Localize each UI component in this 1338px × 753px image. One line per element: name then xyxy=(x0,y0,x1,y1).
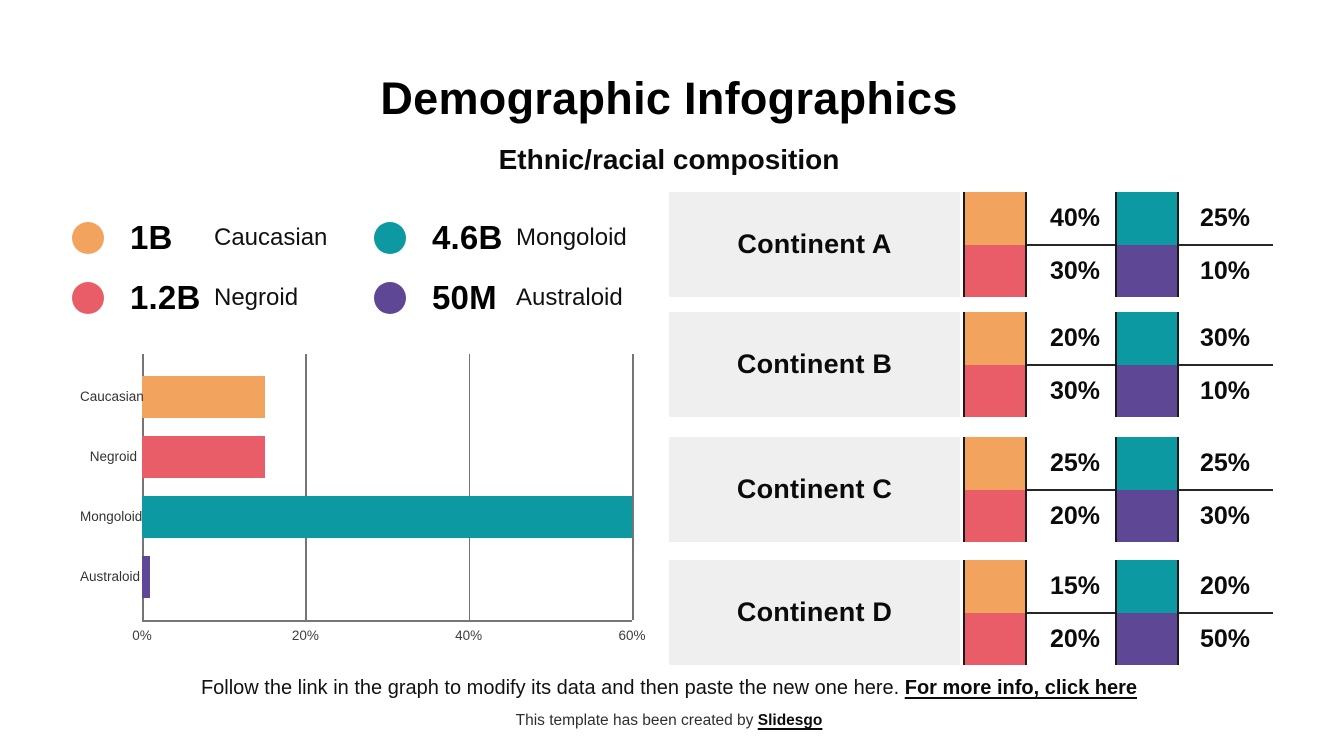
continent-row: Continent C 25% 20% 25% 30% xyxy=(669,437,1275,542)
legend-label: Caucasian xyxy=(214,224,328,251)
legend-item: 4.6B Mongoloid xyxy=(374,219,647,256)
mongoloid-pct: 30% xyxy=(1199,324,1251,352)
continent-name-box: Continent B xyxy=(669,312,960,417)
bar-mongoloid xyxy=(142,496,632,538)
bar-australoid xyxy=(142,556,151,598)
x-tick-label: 40% xyxy=(455,628,483,643)
mongoloid-australoid-column xyxy=(1115,560,1179,665)
legend-swatch-icon xyxy=(374,222,406,254)
mongoloid-australoid-column xyxy=(1115,437,1179,542)
negroid-pct: 20% xyxy=(1049,625,1101,653)
legend-label: Australoid xyxy=(516,284,623,311)
category-label: Mongoloid xyxy=(80,509,143,524)
x-tick-label: 20% xyxy=(291,628,319,643)
mongoloid-pct: 20% xyxy=(1199,572,1251,600)
caucasian-swatch xyxy=(965,560,1025,613)
x-tick-label: 60% xyxy=(618,628,646,643)
caucasian-swatch xyxy=(965,192,1025,245)
ethnic-composition-bar-chart: 0% 20% 40% 60% Caucasian Negroid Mongoloid Aust… xyxy=(80,354,655,654)
legend-swatch-icon xyxy=(72,222,104,254)
legend-item: 1B Caucasian xyxy=(72,219,374,256)
negroid-pct: 30% xyxy=(1049,257,1101,285)
legend-label: Negroid xyxy=(214,284,299,311)
mongoloid-australoid-column xyxy=(1115,192,1179,297)
footer-credit: This template has been created by Slides… xyxy=(0,711,1338,730)
footer-instruction-text: Follow the link in the graph to modify i… xyxy=(200,677,905,699)
page-subtitle: Ethnic/racial composition xyxy=(498,144,840,175)
negroid-pct: 20% xyxy=(1049,502,1101,530)
more-info-link[interactable]: For more info, click here xyxy=(904,677,1138,699)
legend-label: Mongoloid xyxy=(516,224,627,251)
caucasian-negroid-column xyxy=(963,192,1027,297)
australoid-pct: 50% xyxy=(1199,625,1251,653)
mongoloid-australoid-column xyxy=(1115,312,1179,417)
australoid-swatch xyxy=(1117,489,1177,542)
caucasian-negroid-column xyxy=(963,560,1027,665)
australoid-swatch xyxy=(1117,364,1177,417)
continent-table: Continent A 40% 30% 25% 10% Continent B … xyxy=(669,192,1275,665)
x-axis-line xyxy=(142,620,632,622)
continent-name-box: Continent A xyxy=(669,192,960,297)
legend-item: 50M Australoid xyxy=(374,279,647,316)
australoid-pct: 30% xyxy=(1199,502,1251,530)
caucasian-swatch xyxy=(965,437,1025,490)
caucasian-negroid-column xyxy=(963,312,1027,417)
mongoloid-swatch xyxy=(1117,560,1177,613)
mongoloid-pct: 25% xyxy=(1199,449,1251,477)
slidesgo-link[interactable]: Slidesgo xyxy=(757,712,823,729)
plot-area: 0% 20% 40% 60% Caucasian Negroid Mongoloid Aust… xyxy=(80,354,646,643)
caucasian-negroid-column xyxy=(963,437,1027,542)
gridline-40% xyxy=(468,354,471,620)
category-label: Australoid xyxy=(80,569,141,584)
negroid-swatch xyxy=(965,489,1025,542)
legend-value: 1B xyxy=(130,219,173,256)
australoid-pct: 10% xyxy=(1199,377,1251,405)
australoid-swatch xyxy=(1117,612,1177,665)
category-label: Caucasian xyxy=(80,389,144,404)
footer-credit-text: This template has been created by xyxy=(515,712,758,729)
caucasian-swatch xyxy=(965,312,1025,365)
page-title: Demographic Infographics xyxy=(380,73,958,124)
negroid-swatch xyxy=(965,244,1025,297)
gridline-20% xyxy=(305,354,307,620)
category-label: Negroid xyxy=(89,449,137,464)
caucasian-pct: 25% xyxy=(1049,449,1101,477)
caucasian-pct: 15% xyxy=(1049,572,1101,600)
negroid-pct: 30% xyxy=(1049,377,1101,405)
legend-swatch-icon xyxy=(72,282,104,314)
negroid-swatch xyxy=(965,612,1025,665)
continent-name-box: Continent D xyxy=(669,560,960,665)
gridline-0% xyxy=(142,354,144,620)
caucasian-pct: 40% xyxy=(1049,204,1101,232)
australoid-swatch xyxy=(1117,244,1177,297)
mongoloid-pct: 25% xyxy=(1199,204,1251,232)
legend-swatch-icon xyxy=(374,282,406,314)
continent-row: Continent A 40% 30% 25% 10% xyxy=(669,192,1275,297)
mongoloid-swatch xyxy=(1117,437,1177,490)
caucasian-pct: 20% xyxy=(1049,324,1101,352)
mongoloid-swatch xyxy=(1117,192,1177,245)
legend-item: 1.2B Negroid xyxy=(72,279,374,316)
bar-negroid xyxy=(142,436,265,478)
mongoloid-swatch xyxy=(1117,312,1177,365)
legend: 1B Caucasian 4.6B Mongoloid 1.2B Negroid… xyxy=(72,219,647,316)
continent-row: Continent D 15% 20% 20% 50% xyxy=(669,560,1275,665)
continent-name-box: Continent C xyxy=(669,437,960,542)
continent-row: Continent B 20% 30% 30% 10% xyxy=(669,312,1275,417)
australoid-pct: 10% xyxy=(1199,257,1251,285)
legend-value: 50M xyxy=(432,279,497,316)
legend-value: 4.6B xyxy=(432,219,503,256)
footer-instruction: Follow the link in the graph to modify i… xyxy=(0,676,1338,700)
x-tick-label: 0% xyxy=(132,628,152,643)
legend-value: 1.2B xyxy=(130,279,201,316)
gridline-60% xyxy=(632,354,634,620)
bar-caucasian xyxy=(142,376,265,418)
negroid-swatch xyxy=(965,364,1025,417)
